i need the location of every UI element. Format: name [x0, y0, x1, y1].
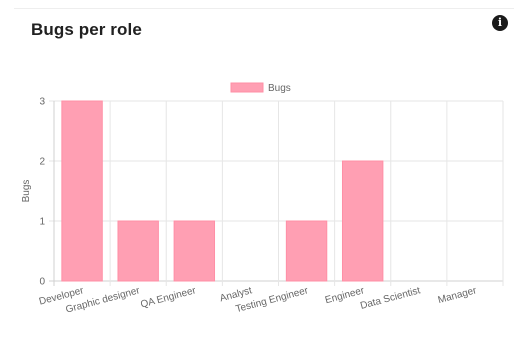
y-tick-label: 1: [39, 217, 45, 228]
bars: [61, 100, 384, 282]
x-tick-label: QA Engineer: [139, 285, 197, 310]
bar[interactable]: [61, 100, 103, 282]
bar[interactable]: [285, 220, 328, 282]
chart-title: Bugs per role: [31, 20, 142, 39]
bar[interactable]: [341, 160, 384, 282]
y-tick-label: 0: [39, 277, 45, 288]
legend: Bugs: [230, 82, 291, 94]
info-icon[interactable]: i: [492, 15, 508, 31]
x-tick-label: Data Scientist: [359, 285, 422, 312]
y-tick-labels: 0 1 2 3: [39, 97, 45, 288]
legend-label[interactable]: Bugs: [268, 83, 291, 94]
y-tick-label: 2: [39, 157, 45, 168]
divider: [14, 8, 514, 9]
bar[interactable]: [173, 220, 216, 282]
y-tick-label: 3: [39, 97, 45, 108]
y-axis-label: Bugs: [21, 180, 32, 203]
x-tick-label: Manager: [437, 285, 479, 306]
gridlines: [49, 100, 504, 286]
legend-swatch[interactable]: [230, 82, 264, 93]
bar[interactable]: [117, 220, 159, 282]
